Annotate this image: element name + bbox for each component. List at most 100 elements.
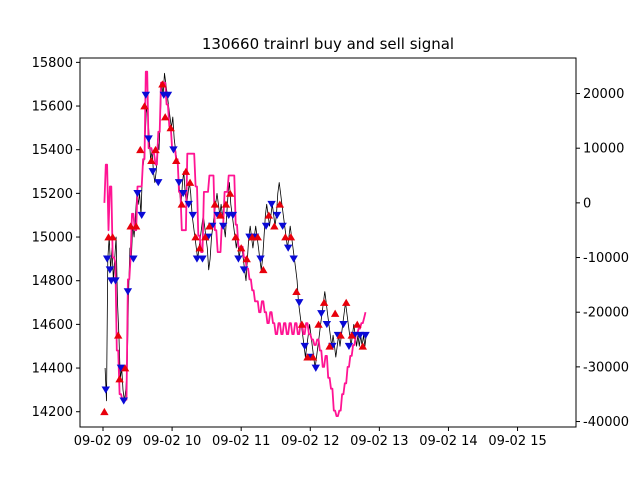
sell-signal-marker <box>129 255 138 263</box>
y-right-tick-label: -20000 <box>583 306 629 321</box>
buy-signal-marker <box>151 145 160 154</box>
sell-signal-marker <box>137 211 146 219</box>
buy-signal-marker <box>100 407 109 416</box>
sell-signal-marker <box>289 255 298 263</box>
sell-signal-marker <box>198 255 207 263</box>
y-left-tick-label: 14200 <box>32 405 73 420</box>
buy-signal-marker <box>248 233 257 241</box>
buy-signal-marker <box>259 266 268 274</box>
buy-signal-marker <box>308 353 318 361</box>
y-right-tick-label: 20000 <box>583 87 624 102</box>
sell-signal-marker <box>272 211 282 219</box>
sell-signal-marker <box>192 255 202 263</box>
y-right-tick-label: -40000 <box>583 415 629 430</box>
sell-signal-marker <box>184 200 193 209</box>
x-tick-label: 09-02 14 <box>419 434 477 449</box>
y-right-tick-label: -30000 <box>583 360 629 375</box>
buy-signal-marker <box>342 298 351 306</box>
sell-signal-marker <box>123 288 133 296</box>
buy-signal-marker <box>270 222 279 230</box>
sell-signal-marker <box>256 255 265 263</box>
y-right-tick-label: 10000 <box>583 142 624 157</box>
sell-signal-marker <box>148 168 157 176</box>
buy-signal-marker <box>336 331 345 339</box>
x-tick-label: 09-02 13 <box>350 434 408 449</box>
buy-signal-marker <box>166 124 175 132</box>
sell-signal-marker <box>344 342 354 350</box>
buy-signal-marker <box>216 211 225 219</box>
buy-signal-marker <box>253 233 262 241</box>
buy-signal-marker <box>236 244 246 252</box>
buy-signal-marker <box>177 200 186 208</box>
buy-signal-marker <box>191 233 200 241</box>
sell-signal-marker <box>317 310 326 318</box>
buy-signal-marker <box>281 233 290 241</box>
sell-signal-marker <box>322 321 332 329</box>
signal-series-line <box>103 70 367 417</box>
buy-signal-marker <box>195 244 204 252</box>
buy-signal-marker <box>242 255 251 263</box>
sell-signal-marker <box>283 244 293 252</box>
buy-signal-marker <box>297 320 307 328</box>
sell-signal-marker <box>267 200 276 209</box>
x-tick-label: 09-02 11 <box>212 434 270 449</box>
sell-signal-marker <box>234 255 243 263</box>
y-left-tick-label: 15400 <box>32 143 73 158</box>
chart-title: 130660 trainrl buy and sell signal <box>202 35 454 53</box>
buy-signal-marker <box>108 233 117 241</box>
sell-signal-marker <box>174 179 184 187</box>
buy-signal-marker <box>201 233 210 241</box>
sell-signal-marker <box>154 179 163 187</box>
sell-signal-marker <box>339 321 348 329</box>
sell-signal-marker <box>300 342 309 350</box>
sell-signal-marker <box>116 364 126 372</box>
y-left-tick-label: 14600 <box>32 318 73 333</box>
sell-signal-marker <box>311 364 320 372</box>
y-left-tick-label: 15800 <box>32 56 73 71</box>
sell-signal-marker <box>228 211 238 219</box>
axes: 14200 14400 14600 14800 15000 15200 15400 15600… <box>32 56 629 449</box>
buy-signal-marker <box>292 287 301 295</box>
buy-signal-marker <box>210 200 220 208</box>
x-tick-label: 09-02 15 <box>488 434 546 449</box>
buy-signal-marker <box>172 156 181 164</box>
sell-signal-marker <box>261 222 271 230</box>
y-left-tick-label: 15200 <box>32 187 73 202</box>
buy-signal-marker <box>120 364 130 372</box>
sell-signal-marker <box>144 135 153 143</box>
plot-area <box>100 70 370 417</box>
buy-signal-marker <box>115 375 124 383</box>
buy-signal-marker <box>347 331 356 339</box>
sell-signal-marker <box>111 277 120 285</box>
buy-signal-marker <box>319 298 329 306</box>
buy-signal-marker <box>114 331 123 339</box>
buy-signal-marker <box>231 233 240 241</box>
sell-signal-marker <box>102 255 112 263</box>
sell-signal-marker <box>119 397 128 405</box>
buy-signal-marker <box>160 113 170 121</box>
sell-signal-marker <box>178 190 188 198</box>
buy-signal-marker <box>221 200 231 208</box>
buy-signal-marker <box>205 222 214 230</box>
x-tick-label: 09-02 12 <box>281 434 339 449</box>
sell-signal-marker <box>101 386 110 394</box>
y-right-tick-label: 0 <box>583 196 591 211</box>
buy-signal-marker <box>353 320 362 328</box>
buy-signal-marker <box>140 102 149 110</box>
buy-signal-marker <box>330 309 340 317</box>
buy-signal-marker <box>136 145 145 154</box>
x-tick-label: 09-02 09 <box>74 434 132 449</box>
buy-signal-marker <box>225 189 235 197</box>
sell-signal-marker <box>169 146 178 154</box>
buy-signal-marker <box>325 342 334 350</box>
y-left-tick-label: 14400 <box>32 362 73 377</box>
buy-signal-marker <box>286 233 296 241</box>
sell-signal-marker <box>219 222 228 230</box>
sell-signal-marker <box>105 266 115 274</box>
buy-signal-marker <box>185 178 195 186</box>
buy-signal-marker <box>147 156 156 164</box>
y-left-tick-label: 15000 <box>32 231 73 246</box>
sell-signal-marker <box>163 91 173 99</box>
